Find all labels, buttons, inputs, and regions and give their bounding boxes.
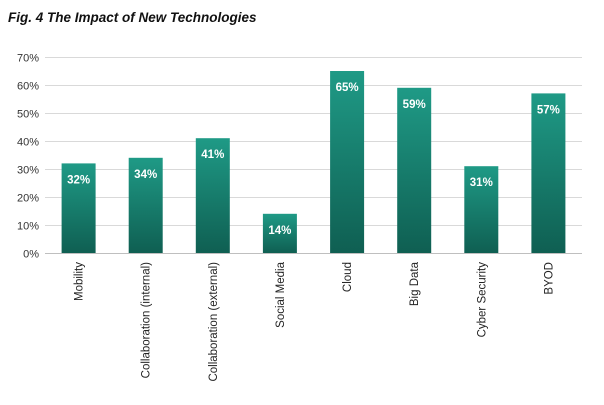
x-axis-ticks: Mobility Collaboration (internal) Collabor…: [74, 261, 556, 381]
x-tick-label: Social Media: [275, 261, 287, 327]
y-tick-label: 50%: [17, 109, 39, 121]
bar-data-label: 41%: [201, 149, 224, 161]
bar: [464, 166, 499, 253]
bar-data-label: 57%: [537, 104, 560, 116]
y-axis-ticks: 0% 10% 20% 30% 40% 50% 60% 70%: [17, 53, 39, 261]
figure-title: Fig. 4 The Impact of New Technologies: [8, 10, 257, 25]
x-tick-label: Collaboration (internal): [141, 262, 153, 379]
y-tick-label: 40%: [17, 137, 39, 149]
gridlines: [45, 57, 582, 254]
bar: [330, 71, 365, 253]
x-tick-label: Mobility: [74, 262, 86, 301]
bar: [128, 157, 163, 253]
bar-data-label: 31%: [470, 177, 493, 189]
x-tick-label: Cloud: [342, 262, 354, 292]
bar: [262, 213, 297, 253]
bar: [195, 138, 230, 253]
bar-data-label: 59%: [403, 99, 426, 111]
x-tick-label: Cyber Security: [476, 262, 488, 338]
x-tick-label: Collaboration (external): [208, 262, 220, 382]
y-tick-label: 0%: [23, 249, 39, 261]
y-tick-label: 30%: [17, 165, 39, 177]
y-tick-label: 60%: [17, 81, 39, 93]
bar: [397, 87, 432, 253]
bar: [531, 93, 566, 254]
x-tick-label: Big Data: [409, 261, 421, 306]
x-tick-label: BYOD: [543, 262, 555, 295]
bar: [61, 163, 96, 253]
bar-data-label: 32%: [67, 174, 90, 186]
bar-data-label: 65%: [336, 82, 359, 94]
bars: 32% 34% 41% 14% 65% 59% 31% 57%: [61, 71, 566, 254]
bar-data-label: 34%: [134, 169, 157, 181]
y-tick-label: 70%: [17, 53, 39, 65]
y-tick-label: 10%: [17, 221, 39, 233]
y-tick-label: 20%: [17, 193, 39, 205]
bar-data-label: 14%: [268, 225, 291, 237]
